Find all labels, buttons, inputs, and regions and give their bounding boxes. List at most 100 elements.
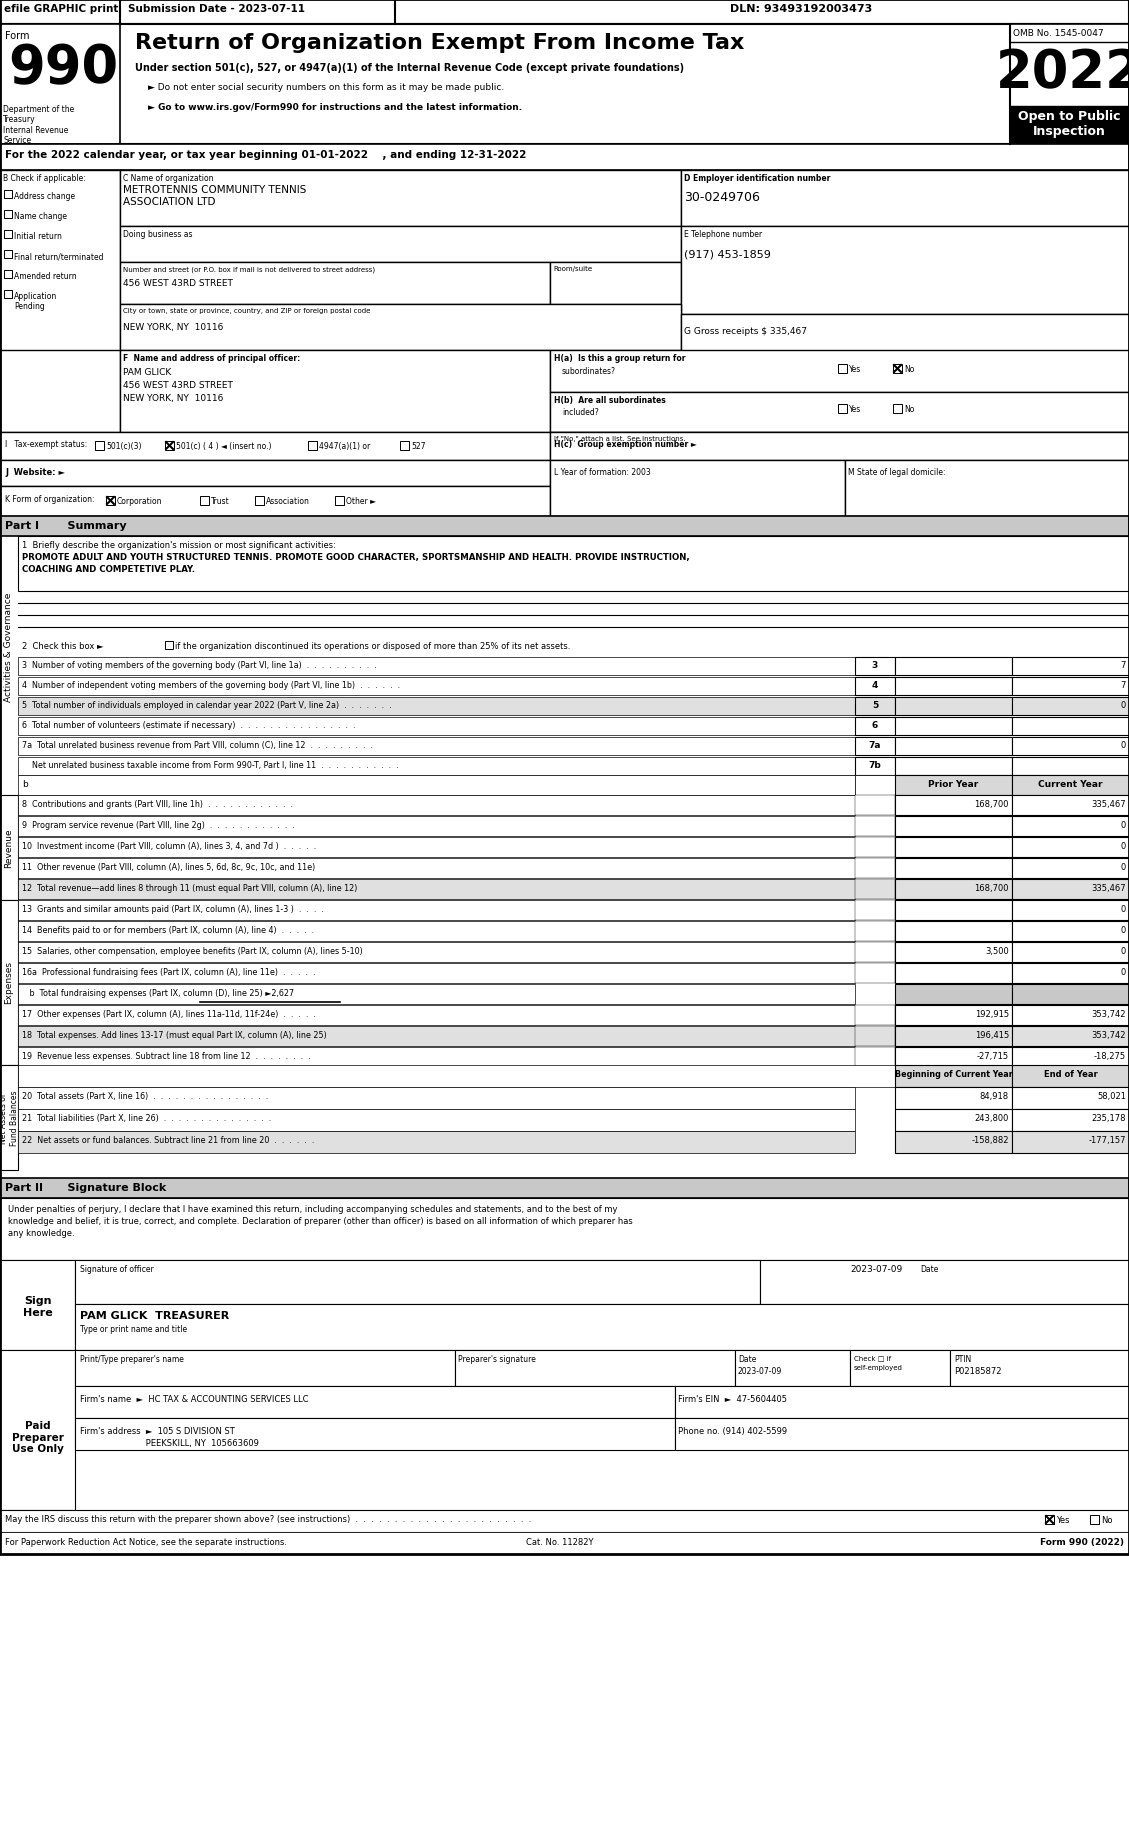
Text: Doing business as: Doing business as bbox=[123, 231, 193, 240]
Bar bbox=[1012, 796, 1129, 816]
Bar bbox=[855, 963, 895, 983]
Text: Yes: Yes bbox=[849, 404, 861, 414]
Text: -177,157: -177,157 bbox=[1088, 1135, 1126, 1144]
Text: Firm's address  ►  105 S DIVISION ST: Firm's address ► 105 S DIVISION ST bbox=[80, 1426, 235, 1435]
Text: knowledge and belief, it is true, correct, and complete. Declaration of preparer: knowledge and belief, it is true, correc… bbox=[8, 1217, 632, 1226]
Text: Date: Date bbox=[920, 1265, 938, 1274]
Bar bbox=[75, 1305, 1129, 1351]
Text: L Year of formation: 2003: L Year of formation: 2003 bbox=[554, 468, 650, 478]
Text: 335,467: 335,467 bbox=[1092, 884, 1126, 893]
Bar bbox=[1012, 1131, 1129, 1153]
Bar bbox=[0, 1261, 75, 1351]
Text: Phone no. (914) 402-5599: Phone no. (914) 402-5599 bbox=[679, 1426, 787, 1435]
Bar bbox=[895, 900, 1012, 920]
Bar bbox=[550, 432, 1129, 461]
Bar bbox=[675, 1418, 1129, 1449]
Bar bbox=[893, 404, 902, 414]
Text: PAM GLICK: PAM GLICK bbox=[123, 368, 172, 377]
Bar bbox=[0, 900, 18, 1065]
Text: 2  Check this box ►: 2 Check this box ► bbox=[21, 642, 104, 651]
Text: 335,467: 335,467 bbox=[1092, 800, 1126, 809]
Text: Current Year: Current Year bbox=[1039, 780, 1103, 789]
Bar bbox=[18, 838, 855, 858]
Bar bbox=[18, 1065, 895, 1087]
Bar bbox=[855, 922, 895, 941]
Bar bbox=[1012, 717, 1129, 736]
Text: 58,021: 58,021 bbox=[1097, 1091, 1126, 1100]
Text: F  Name and address of principal officer:: F Name and address of principal officer: bbox=[123, 353, 300, 362]
Bar bbox=[855, 1027, 895, 1047]
Bar bbox=[1012, 1005, 1129, 1025]
Text: 4: 4 bbox=[872, 681, 878, 690]
Bar bbox=[855, 776, 895, 796]
Bar bbox=[855, 697, 895, 716]
Bar bbox=[18, 1109, 855, 1131]
Text: Expenses: Expenses bbox=[5, 961, 14, 1005]
Bar bbox=[200, 496, 209, 505]
Text: 4947(a)(1) or: 4947(a)(1) or bbox=[320, 441, 370, 450]
Bar bbox=[18, 758, 855, 776]
Text: included?: included? bbox=[562, 408, 598, 417]
Text: Number and street (or P.O. box if mail is not delivered to street address): Number and street (or P.O. box if mail i… bbox=[123, 265, 375, 273]
Bar bbox=[681, 315, 1129, 353]
Text: Return of Organization Exempt From Income Tax: Return of Organization Exempt From Incom… bbox=[135, 33, 744, 53]
Bar bbox=[895, 880, 1012, 900]
Text: 11  Other revenue (Part VIII, column (A), lines 5, 6d, 8c, 9c, 10c, and 11e): 11 Other revenue (Part VIII, column (A),… bbox=[21, 862, 315, 871]
Text: Activities & Governance: Activities & Governance bbox=[5, 593, 14, 701]
Bar bbox=[18, 717, 855, 736]
Text: Net unrelated business taxable income from Form 990-T, Part I, line 11  .  .  . : Net unrelated business taxable income fr… bbox=[21, 761, 399, 770]
Text: PTIN: PTIN bbox=[954, 1354, 971, 1363]
Bar bbox=[895, 1109, 1012, 1131]
Text: ► Go to www.irs.gov/Form990 for instructions and the latest information.: ► Go to www.irs.gov/Form990 for instruct… bbox=[148, 102, 522, 112]
Bar bbox=[5, 271, 12, 278]
Bar bbox=[5, 291, 12, 298]
Bar bbox=[18, 942, 855, 963]
Text: 0: 0 bbox=[1121, 741, 1126, 750]
Text: Association: Association bbox=[266, 496, 309, 505]
Bar bbox=[1010, 106, 1129, 145]
Text: NEW YORK, NY  10116: NEW YORK, NY 10116 bbox=[123, 393, 224, 403]
Text: 0: 0 bbox=[1121, 926, 1126, 935]
Text: 243,800: 243,800 bbox=[974, 1113, 1009, 1122]
Bar bbox=[895, 657, 1012, 675]
Text: 8  Contributions and grants (Part VIII, line 1h)  .  .  .  .  .  .  .  .  .  .  : 8 Contributions and grants (Part VIII, l… bbox=[21, 800, 294, 809]
Bar bbox=[550, 351, 1129, 393]
Text: 84,918: 84,918 bbox=[980, 1091, 1009, 1100]
Text: If "No," attach a list. See instructions.: If "No," attach a list. See instructions… bbox=[554, 436, 685, 441]
Text: No: No bbox=[904, 364, 914, 373]
Text: 3: 3 bbox=[872, 661, 878, 670]
Text: 7a: 7a bbox=[868, 741, 882, 750]
Text: Signature Block: Signature Block bbox=[52, 1182, 166, 1193]
Bar bbox=[18, 922, 855, 941]
Bar bbox=[18, 816, 855, 836]
Text: 235,178: 235,178 bbox=[1092, 1113, 1126, 1122]
Text: H(a)  Is this a group return for: H(a) Is this a group return for bbox=[554, 353, 685, 362]
Text: 22  Net assets or fund balances. Subtract line 21 from line 20  .  .  .  .  .  .: 22 Net assets or fund balances. Subtract… bbox=[21, 1135, 314, 1144]
Bar bbox=[0, 516, 1129, 536]
Text: Form 990 (2022): Form 990 (2022) bbox=[1040, 1537, 1124, 1546]
Bar bbox=[855, 1005, 895, 1025]
Text: 3  Number of voting members of the governing body (Part VI, line 1a)  .  .  .  .: 3 Number of voting members of the govern… bbox=[21, 661, 377, 670]
Bar bbox=[855, 942, 895, 963]
Bar bbox=[0, 461, 550, 487]
Text: Application
Pending: Application Pending bbox=[14, 291, 58, 311]
Bar bbox=[895, 1087, 1012, 1109]
Text: H(c)  Group exemption number ►: H(c) Group exemption number ► bbox=[554, 439, 697, 448]
Text: 2023-07-09: 2023-07-09 bbox=[850, 1265, 902, 1274]
Bar bbox=[18, 1005, 855, 1025]
Text: 0: 0 bbox=[1121, 968, 1126, 977]
Text: 7: 7 bbox=[1121, 681, 1126, 690]
Bar bbox=[895, 677, 1012, 695]
Text: 10  Investment income (Part VIII, column (A), lines 3, 4, and 7d )  .  .  .  .  : 10 Investment income (Part VIII, column … bbox=[21, 842, 316, 851]
Text: COACHING AND COMPETETIVE PLAY.: COACHING AND COMPETETIVE PLAY. bbox=[21, 565, 195, 573]
Text: METROTENNIS COMMUNITY TENNIS: METROTENNIS COMMUNITY TENNIS bbox=[123, 185, 306, 194]
Text: Department of the
Treasury
Internal Revenue
Service: Department of the Treasury Internal Reve… bbox=[3, 104, 75, 145]
Bar bbox=[550, 264, 681, 306]
Bar bbox=[0, 1351, 75, 1510]
Bar bbox=[675, 1387, 1129, 1418]
Bar bbox=[0, 1065, 18, 1171]
Bar bbox=[895, 758, 1012, 776]
Bar bbox=[0, 1199, 1129, 1261]
Bar bbox=[75, 1387, 675, 1418]
Text: Preparer's signature: Preparer's signature bbox=[458, 1354, 536, 1363]
